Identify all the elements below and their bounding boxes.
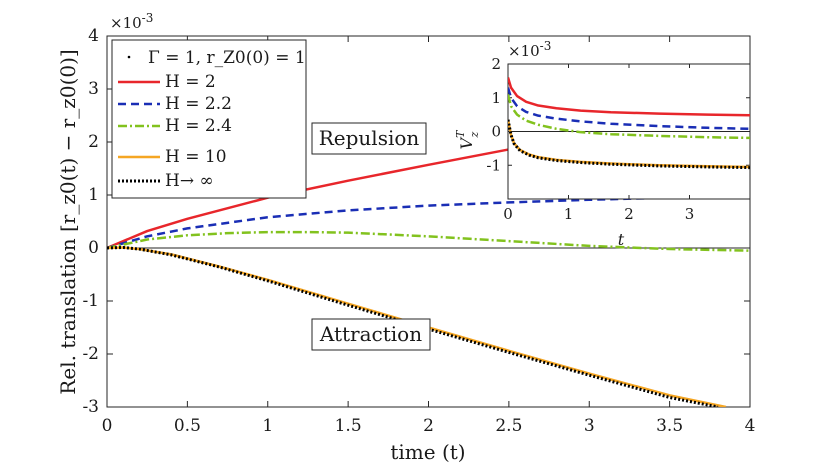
inset-y-tick-label: -1 bbox=[486, 156, 501, 174]
inset-y-axis-label-sub: z bbox=[468, 132, 481, 139]
inset-series-group bbox=[508, 77, 750, 170]
main-y-tick-label: 1 bbox=[88, 185, 99, 205]
inset-y-axis-label: VTz bbox=[454, 129, 481, 150]
main-x-tick-label: 0.5 bbox=[174, 416, 201, 436]
legend-label-h22: H = 2.2 bbox=[165, 94, 232, 114]
main-x-tick-label: 2.5 bbox=[495, 416, 522, 436]
main-x-tick-label: 3 bbox=[584, 416, 595, 436]
inset-y-tick-label: 0 bbox=[491, 123, 501, 141]
legend-label-h24: H = 2.4 bbox=[165, 116, 232, 136]
main-y-tick-label: -1 bbox=[82, 291, 99, 311]
main-x-tick-label: 1 bbox=[262, 416, 273, 436]
inset-x-tick-label: 3 bbox=[685, 205, 695, 223]
main-y-tick-label: -2 bbox=[82, 344, 99, 364]
inset-ticks bbox=[507, 63, 750, 199]
main-x-tick-label: 1.5 bbox=[335, 416, 362, 436]
main-x-tick-label: 3.5 bbox=[656, 416, 683, 436]
inset-x-tick-label: 2 bbox=[624, 205, 634, 223]
main-x-tick-label: 4 bbox=[745, 416, 756, 436]
legend-box bbox=[111, 39, 307, 199]
inset-series-2 bbox=[508, 87, 750, 131]
inset-series-3 bbox=[508, 94, 750, 140]
inset-y-tick-label: 1 bbox=[491, 89, 501, 107]
legend-header: Γ = 1, r_Z0(0) = 1 bbox=[148, 48, 306, 68]
inset-y-axis-label-sup: T bbox=[454, 129, 467, 138]
main-y-tick-label: 2 bbox=[88, 132, 99, 152]
main-series-3 bbox=[107, 230, 750, 252]
inset-tick-labels: 0 1 2 3 -1 0 1 2 bbox=[486, 55, 694, 223]
inset-y-exponent-power: -3 bbox=[540, 39, 552, 53]
legend-marker-header bbox=[127, 55, 131, 59]
annotation-attraction: Attraction bbox=[311, 318, 431, 351]
main-series-5 bbox=[107, 245, 719, 407]
legend-label-hinf: H→ ∞ bbox=[165, 171, 214, 191]
legend-label-h2: H = 2 bbox=[165, 72, 216, 92]
main-x-tick-label: 0 bbox=[102, 416, 113, 436]
main-y-exponent-power: -3 bbox=[142, 11, 154, 25]
main-y-axis-label: Rel. translation [r_z0(t) − r_z0(0)] bbox=[56, 49, 80, 394]
inset-series-4 bbox=[508, 119, 750, 169]
annotation-repulsion: Repulsion bbox=[311, 122, 427, 155]
legend-label-h10: H = 10 bbox=[165, 147, 227, 167]
inset-x-tick-label: 0 bbox=[503, 205, 513, 223]
annotation-repulsion-text: Repulsion bbox=[319, 126, 420, 150]
annotation-attraction-text: Attraction bbox=[319, 322, 422, 346]
main-tick-labels: 0 0.5 1 1.5 2 2.5 3 3.5 4 -3 -2 -1 0 1 2 3 4 bbox=[82, 26, 755, 436]
main-x-tick-label: 2 bbox=[423, 416, 434, 436]
inset-y-tick-label: 2 bbox=[491, 55, 501, 73]
main-y-tick-label: 4 bbox=[88, 26, 99, 46]
inset-x-axis-label: t bbox=[618, 230, 625, 249]
main-y-tick-label: 0 bbox=[88, 238, 99, 258]
main-y-tick-label: -3 bbox=[82, 397, 99, 417]
main-x-axis-label: time (t) bbox=[390, 440, 465, 464]
inset-series-1 bbox=[508, 77, 750, 117]
inset-x-tick-label: 1 bbox=[564, 205, 574, 223]
main-y-exponent: ×10-3 bbox=[110, 11, 153, 32]
annotation-attraction-box bbox=[311, 318, 431, 351]
legend: Γ = 1, r_Z0(0) = 1 H = 2 H = 2.2 H = 2.4… bbox=[111, 39, 307, 199]
main-y-tick-label: 3 bbox=[88, 79, 99, 99]
annotation-repulsion-box bbox=[311, 122, 427, 155]
